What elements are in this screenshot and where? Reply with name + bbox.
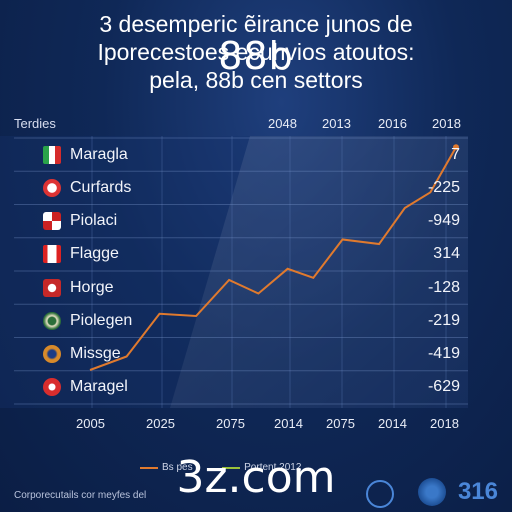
grid-lines <box>91 136 447 408</box>
row-value-8: -629 <box>427 378 460 396</box>
x-tick-label-7: 2018 <box>430 416 459 431</box>
top-axis-label-3: 2016 <box>378 116 407 131</box>
x-tick-label-2: 2025 <box>146 416 175 431</box>
row-value-7: -419 <box>427 345 460 363</box>
header-label: Terdies <box>14 116 56 131</box>
flag-icon-orange-emblem <box>43 345 61 364</box>
legend-label-1: Bs pes <box>162 462 193 473</box>
row-label-1: Maragla <box>70 145 128 163</box>
flag-icon-red-circle <box>43 378 61 397</box>
watermark: 3z.com <box>176 452 336 503</box>
x-tick-label-1: 2005 <box>76 416 105 431</box>
title-line-2: Iporecestoes ecuhvios atoutos: <box>97 39 415 65</box>
flag-icon-red-emblem <box>43 278 61 297</box>
row-label-3: Piolaci <box>70 212 118 230</box>
x-tick-label-3: 2075 <box>216 416 245 431</box>
series-line-group <box>89 144 459 371</box>
row-value-1: 7 <box>451 145 460 163</box>
row-separators <box>14 137 468 405</box>
flag-icon-canada <box>43 245 61 264</box>
row-label-6: Piolegen <box>70 311 133 329</box>
footer-text: Corporecutails cor meyfes del <box>14 490 147 501</box>
title-line-1: 3 desemperic ẽirance junos de <box>99 11 413 37</box>
row-value-6: -219 <box>427 311 460 329</box>
plot-area-background <box>0 136 468 408</box>
legend-swatch-2 <box>222 466 241 469</box>
row-value-3: -949 <box>427 212 460 230</box>
flag-icon-green-emblem <box>43 311 61 330</box>
row-label-8: Maragel <box>70 378 128 396</box>
row-value-2: -225 <box>427 178 460 196</box>
row-value-5: -128 <box>427 278 460 296</box>
title-line-3: pela, 88b cen settors <box>149 67 363 93</box>
flag-icon-uk <box>43 212 61 231</box>
x-tick-label-4: 2014 <box>274 416 303 431</box>
legend-label-2: Portent 2012 <box>244 462 302 473</box>
series-end-point <box>453 144 459 151</box>
x-tick-label-5: 2075 <box>326 416 355 431</box>
row-label-7: Missge <box>70 345 121 363</box>
refresh-icon <box>366 480 394 508</box>
flag-icon-italy <box>43 145 61 164</box>
row-label-2: Curfards <box>70 178 132 196</box>
globe-icon <box>418 478 446 506</box>
row-label-4: Flagge <box>70 245 119 263</box>
series-line-1 <box>89 146 457 371</box>
title-overlay: 88b <box>218 34 294 78</box>
badge-number: 316 <box>457 478 498 505</box>
x-tick-label-6: 2014 <box>378 416 407 431</box>
flag-icon-red-white <box>43 178 61 197</box>
top-axis-label-2: 2013 <box>322 116 351 131</box>
top-axis-label-1: 2048 <box>268 116 297 131</box>
legend-swatch-1 <box>140 466 158 469</box>
row-value-4: 314 <box>433 245 460 263</box>
top-axis-label-4: 2018 <box>432 116 461 131</box>
chart-title: 3 desemperic ẽirance junos de Iporecesto… <box>0 10 512 94</box>
row-label-5: Horge <box>70 278 114 296</box>
legend: Bs pes Portent 2012 <box>140 462 301 473</box>
